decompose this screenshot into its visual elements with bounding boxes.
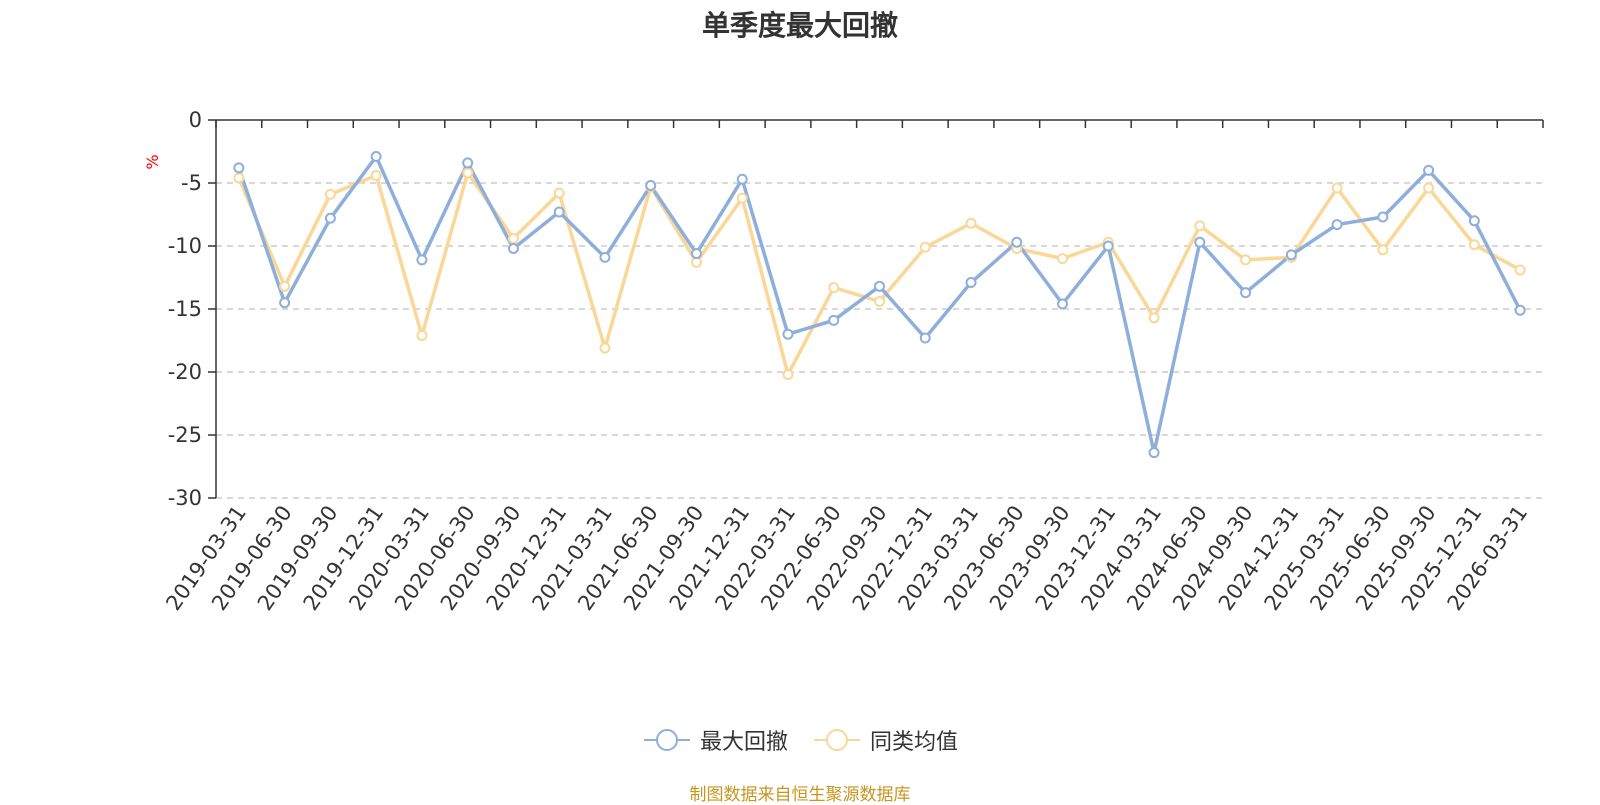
legend-label: 同类均值 <box>870 730 959 755</box>
series-2-point <box>1194 220 1206 232</box>
series-1-point <box>1148 447 1160 459</box>
series-2-point <box>690 256 702 268</box>
series-1-point <box>782 328 794 340</box>
series-1-point <box>736 173 748 185</box>
y-tick-label: 0 <box>189 108 202 132</box>
series-2-point <box>553 187 565 199</box>
series-2-point <box>1468 239 1480 251</box>
legend-item-1[interactable]: 最大回撤 <box>642 724 788 756</box>
series-2-point <box>1331 182 1343 194</box>
series-1-point <box>324 212 336 224</box>
series-2-point <box>279 280 291 292</box>
series-2-point <box>782 369 794 381</box>
series-2-point <box>462 167 474 179</box>
y-tick-label: -10 <box>168 234 202 258</box>
source-note: 制图数据来自恒生聚源数据库 <box>689 785 911 805</box>
series-2-point <box>1240 254 1252 266</box>
series-1-point <box>690 248 702 260</box>
series-1-point <box>1377 211 1389 223</box>
series-2-point <box>736 192 748 204</box>
series-2-point <box>233 172 245 184</box>
legend-swatch-icon <box>814 729 860 751</box>
series-2-point <box>370 169 382 181</box>
series-2-point <box>874 295 885 307</box>
series-1-point <box>599 251 611 263</box>
series-1-point <box>233 162 245 174</box>
legend-label: 最大回撤 <box>699 730 788 755</box>
series-1-point <box>1102 240 1114 252</box>
series-2-point <box>1148 312 1160 324</box>
series-1-point <box>370 151 382 163</box>
series-1-point <box>462 157 474 169</box>
legend-swatch-icon <box>643 729 690 751</box>
series-1-point <box>1423 164 1435 176</box>
series-1-point <box>1331 219 1343 231</box>
series-1-point <box>965 277 977 289</box>
series-2-point <box>507 232 519 244</box>
series-2-point <box>1057 253 1069 265</box>
series-1-point <box>1514 304 1526 316</box>
series-1-point <box>553 206 565 218</box>
y-tick-label: -25 <box>168 423 202 447</box>
series-1-point <box>828 314 840 326</box>
y-axis-unit-label: % <box>143 154 162 169</box>
legend-item-2[interactable]: 同类均值 <box>812 724 958 756</box>
series-1-point <box>645 180 657 192</box>
series-2-point <box>1377 244 1389 256</box>
series-1-point <box>507 243 519 255</box>
chart-legend: 最大回撤 同类均值 <box>0 722 1600 758</box>
series-2-point <box>599 342 611 354</box>
series-2-point <box>1514 264 1526 276</box>
y-tick-label: -5 <box>181 171 202 195</box>
series-1-point <box>1468 215 1480 227</box>
series-1-point <box>1057 298 1069 310</box>
series-1-point <box>1240 287 1252 299</box>
series-2-point <box>919 241 931 253</box>
chart-title: 单季度最大回撤 <box>701 9 898 42</box>
series-1-point <box>1285 249 1297 261</box>
series-2-point <box>416 329 428 341</box>
y-tick-label: -15 <box>168 297 202 321</box>
series-1-point <box>874 280 885 292</box>
series-1-point <box>1194 236 1206 248</box>
series-line-2 <box>237 171 1521 377</box>
series-1-point <box>416 254 428 266</box>
y-tick-label: -30 <box>168 486 202 510</box>
series-1-point <box>279 297 291 309</box>
series-2-point <box>324 188 336 200</box>
series-2-point <box>1423 182 1435 194</box>
series-1-point <box>1011 236 1023 248</box>
series-2-point <box>828 282 840 294</box>
y-tick-label: -20 <box>168 360 202 384</box>
series-2-point <box>965 217 977 229</box>
series-1-point <box>919 332 931 344</box>
